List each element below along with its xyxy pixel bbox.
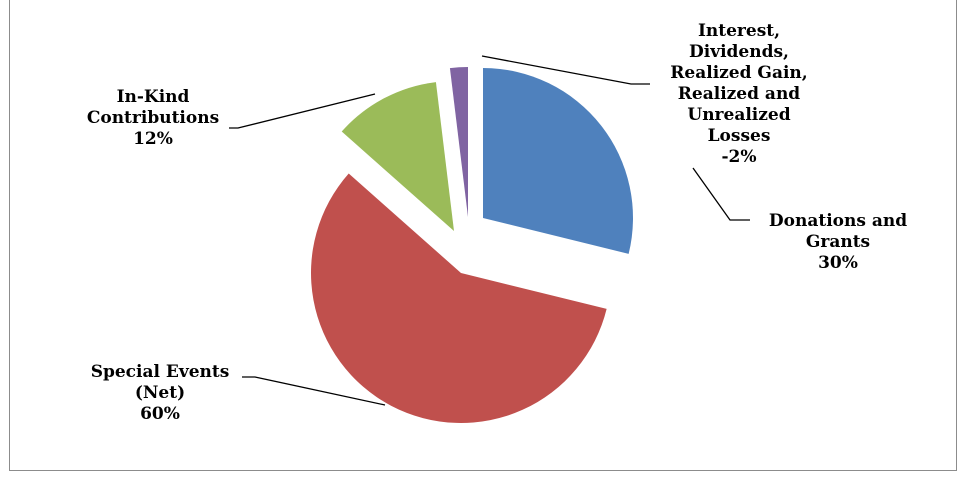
chart-area: Donations and Grants 30% Special Events (Net…	[9, 0, 957, 471]
leader-line-special-events-net	[242, 376, 386, 406]
data-label-donations-and-grants: Donations and Grants 30%	[769, 211, 907, 273]
leader-line-in-kind-contributions	[229, 93, 376, 129]
leader-line-interest-dividends-realized-gain-realized-and-unrealized-losses	[481, 55, 650, 85]
pie-slice-interest-dividends-realized-gain-realized-and-unrealized-losses	[449, 67, 468, 217]
pie-slice-special-events-net	[311, 173, 607, 423]
leader-line-donations-and-grants	[692, 167, 750, 221]
data-label-special-events-net: Special Events (Net) 60%	[91, 362, 230, 424]
pie-slice-in-kind-contributions	[341, 82, 454, 232]
pie-chart: Donations and Grants 30% Special Events (Net…	[87, 21, 907, 424]
pie-slice-donations-and-grants	[483, 68, 633, 254]
data-label-interest-dividends-realized-gain-realized-and-unrealized-losses: Interest, Dividends, Realized Gain, Realize…	[670, 21, 807, 167]
data-label-in-kind-contributions: In-Kind Contributions 12%	[87, 87, 219, 149]
